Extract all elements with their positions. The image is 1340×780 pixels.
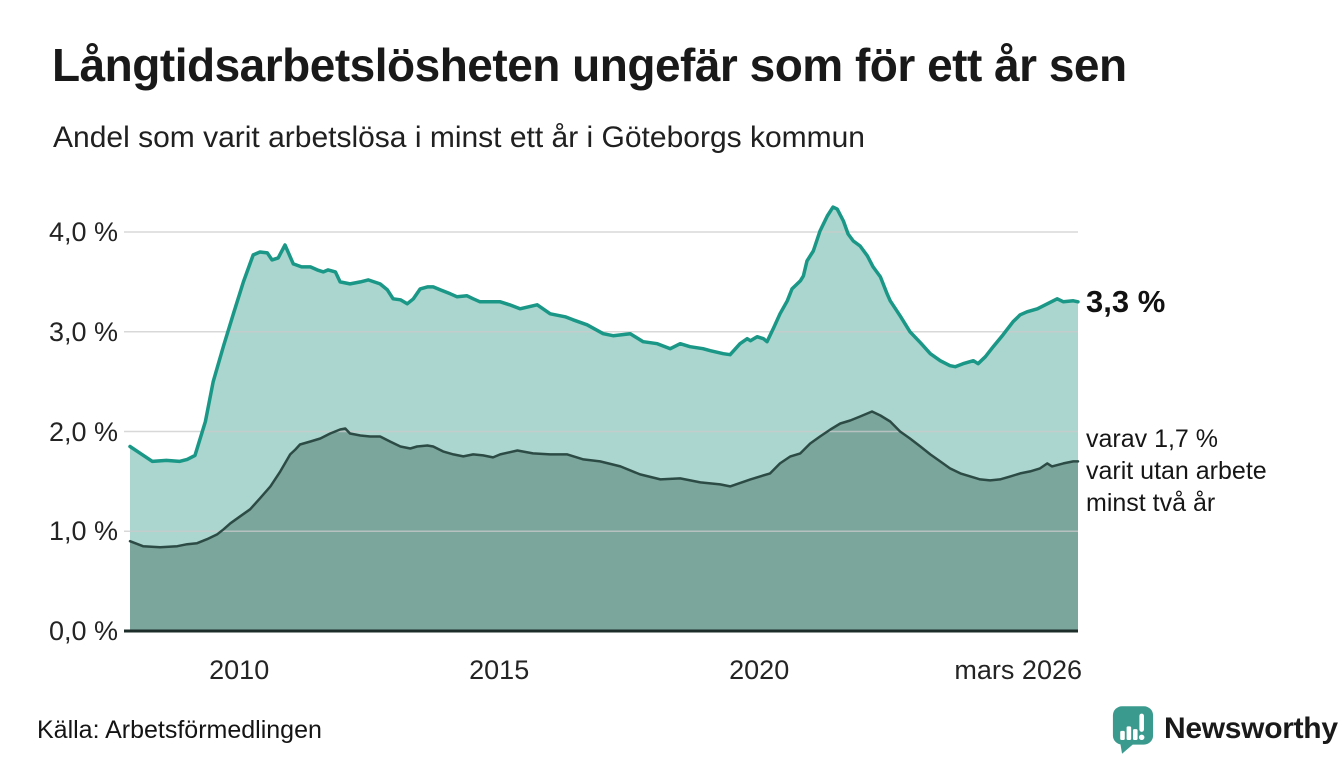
- x-tick-label: 2010: [209, 655, 270, 685]
- newsworthy-logo-icon: [1112, 706, 1154, 754]
- unemployment-area-chart: 4,0 % 3,0 % 2,0 % 1,0 % 0,0 % 2010 2015 2020 mar…: [0, 180, 1340, 684]
- x-tick-label: 2015: [469, 655, 530, 685]
- y-tick-label: 0,0 %: [48, 616, 118, 646]
- y-tick-label: 4,0 %: [48, 217, 118, 247]
- chart-subtitle: Andel som varit arbetslösa i minst ett å…: [53, 121, 865, 154]
- x-tick-label: mars 2026: [954, 655, 1082, 685]
- chart-canvas: [124, 205, 1080, 633]
- series-line-0: [128, 205, 1080, 464]
- series-line-1: [128, 410, 1080, 549]
- y-tick-label: 1,0 %: [48, 516, 118, 547]
- y-tick-label: 3,0 %: [48, 316, 118, 347]
- newsworthy-brand-text: Newsworthy: [1164, 712, 1338, 745]
- source-attribution: Källa: Arbetsförmedlingen: [37, 716, 322, 744]
- secondary-series-label-line2: varit utan arbete: [1086, 457, 1267, 485]
- x-tick-label: 2020: [729, 655, 790, 685]
- secondary-series-label-line1: varav 1,7 %: [1086, 425, 1219, 453]
- secondary-series-label: varav 1,7 % varit utan arbete minst två …: [1086, 423, 1267, 519]
- page-title: Långtidsarbetslösheten ungefär som för e…: [52, 39, 1127, 91]
- secondary-series-label-line3: minst två år: [1086, 489, 1216, 517]
- newsworthy-brand: Newsworthy: [1112, 705, 1338, 760]
- area-fill-1: [130, 411, 1078, 631]
- latest-value-label: 3,3 %: [1086, 284, 1166, 319]
- y-tick-label: 2,0 %: [48, 416, 118, 447]
